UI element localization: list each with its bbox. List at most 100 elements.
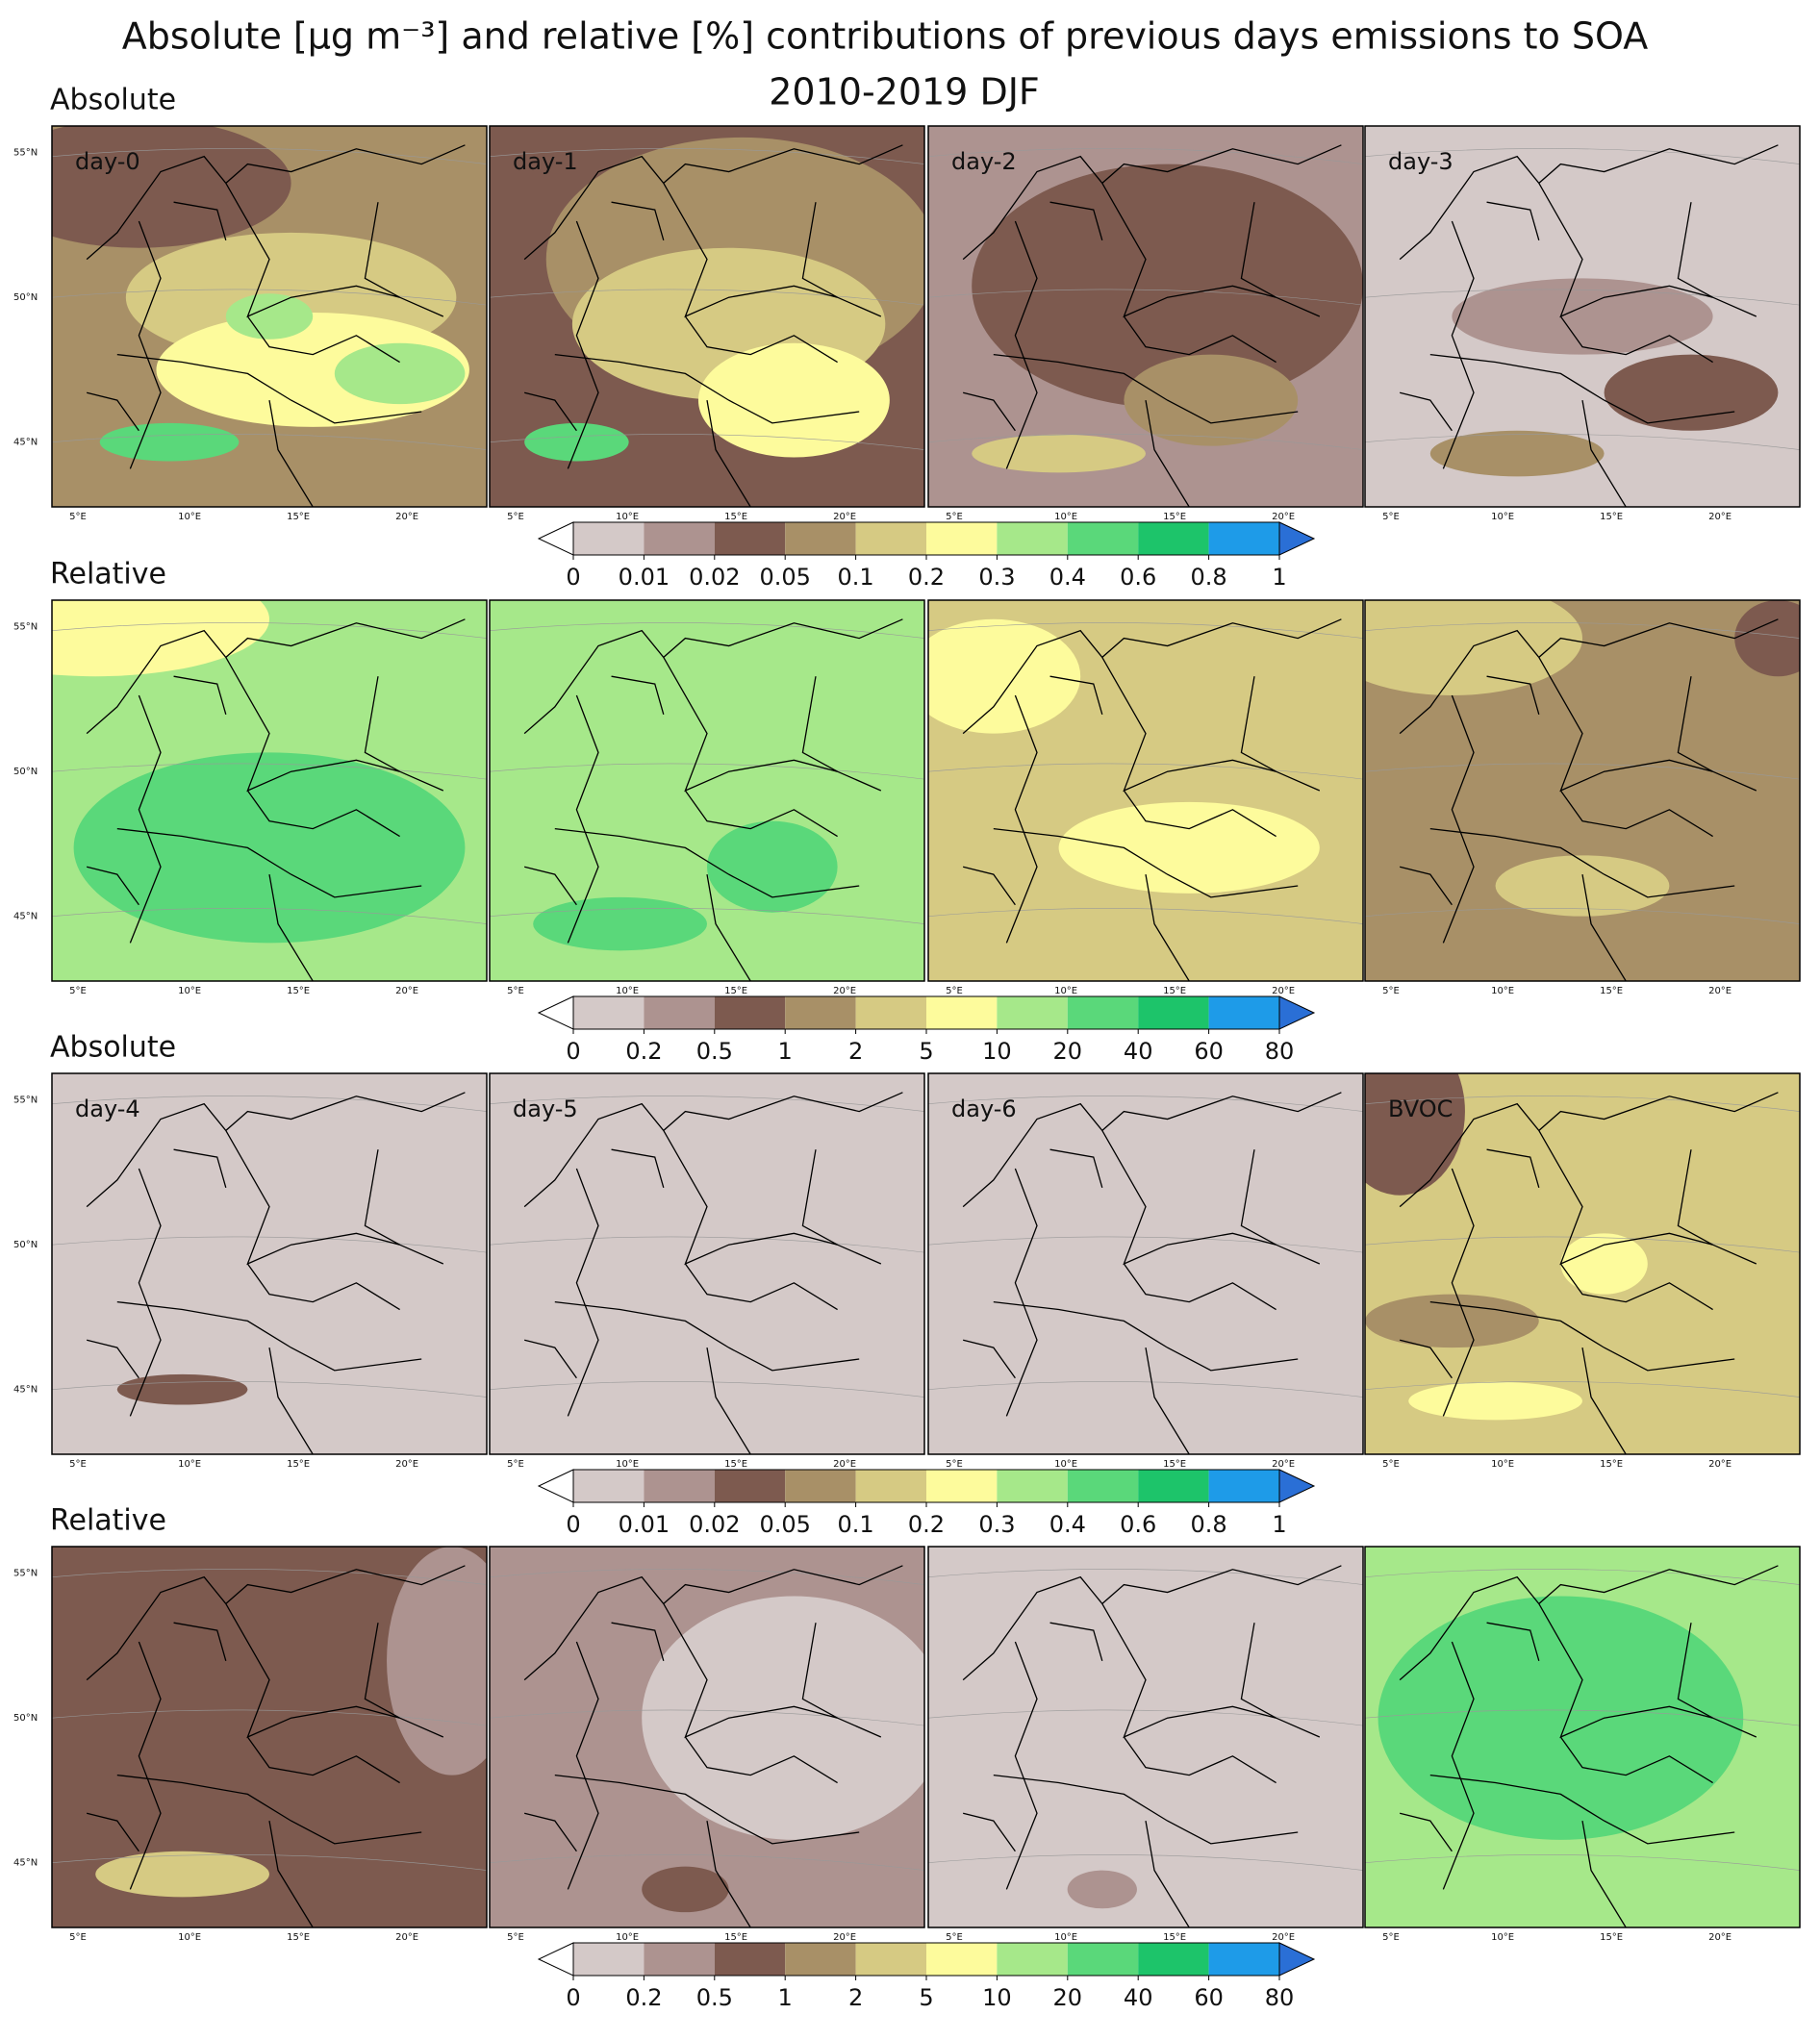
panel-frame: [927, 599, 1364, 982]
colorbar-tick-label: 2: [848, 1038, 863, 1065]
country-borders: [524, 145, 902, 507]
colorbar-tick-label: 0.01: [619, 1511, 670, 1538]
lon-label: 15°E: [287, 1459, 310, 1470]
map-field: [1734, 600, 1800, 677]
colorbar-box: [714, 996, 786, 1029]
colorbar-box: [926, 996, 998, 1029]
lon-label: 10°E: [178, 986, 201, 996]
colorbar-box: [644, 1470, 715, 1502]
colorbar-tick-label: 80: [1265, 1984, 1295, 2011]
map-field: [928, 1073, 1363, 1454]
colorbar-tick-label: 0.6: [1120, 564, 1156, 591]
colorbar-tick-label: 0.02: [689, 564, 740, 591]
colorbar-tick-label: 1: [778, 1038, 793, 1065]
panel-frame: [1364, 1072, 1801, 1455]
row-label: Absolute: [50, 84, 176, 117]
colorbar-tick-label: 0.8: [1191, 1511, 1227, 1538]
panel-frame: [489, 125, 925, 508]
lon-label: 5°E: [946, 986, 963, 996]
colorbar-tick-label: 0: [566, 564, 580, 591]
map-field: [697, 342, 890, 458]
colorbar-extend-high: [1278, 1942, 1316, 1977]
lon-label: 5°E: [69, 512, 87, 522]
map-field: [524, 422, 629, 462]
graticule: [52, 622, 487, 924]
country-borders: [87, 1093, 465, 1454]
row-label: Relative: [50, 1504, 166, 1538]
map-field: [225, 293, 314, 340]
panel-frame: [1364, 125, 1801, 508]
map-field: [52, 600, 269, 677]
map-panel: [1365, 1073, 1800, 1454]
lon-label: 10°E: [1491, 1459, 1514, 1470]
graticule: [1365, 148, 1800, 450]
lon-label: 20°E: [1272, 1932, 1295, 1943]
colorbar-tick-label: 0.6: [1120, 1511, 1156, 1538]
lon-label: 5°E: [507, 986, 524, 996]
colorbar-box: [714, 522, 786, 555]
lat-label: 50°N: [13, 292, 38, 303]
colorbar-box: [926, 1943, 998, 1976]
row-label: Relative: [50, 558, 166, 592]
figure-subtitle: 2010-2019 DJF: [769, 71, 1040, 113]
country-borders: [87, 619, 465, 981]
country-borders: [963, 619, 1341, 981]
lon-label: 15°E: [1600, 512, 1623, 522]
lon-label: 10°E: [616, 986, 639, 996]
colorbar-tick-label: 0.4: [1049, 564, 1086, 591]
colorbar-box: [1208, 522, 1279, 555]
colorbar-tick-label: 0.4: [1049, 1511, 1086, 1538]
colorbar-box: [926, 522, 998, 555]
panel-frame: [51, 1072, 488, 1455]
panel-label: day-6: [951, 1096, 1017, 1122]
country-borders: [87, 145, 465, 507]
country-borders: [1400, 1093, 1778, 1454]
map-panel: [928, 600, 1363, 981]
colorbar-box: [644, 1943, 715, 1976]
colorbar-tick-label: 1: [1272, 564, 1286, 591]
lon-label: 20°E: [395, 986, 418, 996]
lon-label: 10°E: [616, 1459, 639, 1470]
lon-label: 5°E: [1382, 1459, 1400, 1470]
lon-label: 5°E: [1382, 512, 1400, 522]
colorbar-box: [997, 1470, 1068, 1502]
lon-label: 10°E: [1054, 1932, 1077, 1943]
graticule: [1365, 622, 1800, 924]
map-field: [490, 1073, 924, 1454]
colorbar-box: [1208, 1470, 1279, 1502]
lon-label: 20°E: [1272, 986, 1295, 996]
colorbar-box: [855, 1943, 926, 1976]
lon-label: 10°E: [1491, 986, 1514, 996]
colorbar-tick-label: 20: [1053, 1984, 1083, 2011]
lon-label: 15°E: [1163, 986, 1186, 996]
colorbar-box: [997, 996, 1068, 1029]
map-panel: [1365, 1547, 1800, 1927]
lon-label: 20°E: [1708, 1932, 1732, 1943]
map-field: [972, 164, 1363, 409]
panel-label: day-4: [75, 1096, 140, 1122]
panel-frame: [1364, 1546, 1801, 1928]
map-field: [1408, 1381, 1582, 1421]
colorbar-tick-label: 0.1: [838, 564, 874, 591]
panel-label: BVOC: [1388, 1096, 1453, 1122]
colorbar-tick-label: 0.2: [908, 1511, 945, 1538]
graticule: [52, 1569, 487, 1871]
panel-label: day-3: [1388, 148, 1453, 175]
map-field: [1365, 600, 1582, 695]
country-borders: [524, 619, 902, 981]
colorbar-tick-label: 0.8: [1191, 564, 1227, 591]
lon-label: 5°E: [1382, 1932, 1400, 1943]
row-label: Absolute: [50, 1031, 176, 1065]
lat-label: 45°N: [13, 912, 38, 922]
graticule: [928, 622, 1363, 924]
colorbar-box: [997, 522, 1068, 555]
country-borders: [963, 1566, 1341, 1927]
panel-frame: [51, 599, 488, 982]
map-panel: [52, 600, 487, 981]
panel-frame: [51, 1546, 488, 1928]
lon-label: 15°E: [724, 1932, 747, 1943]
colorbar-extend-high: [1278, 521, 1316, 556]
colorbar-tick-label: 1: [778, 1984, 793, 2011]
panel-frame: [489, 599, 925, 982]
